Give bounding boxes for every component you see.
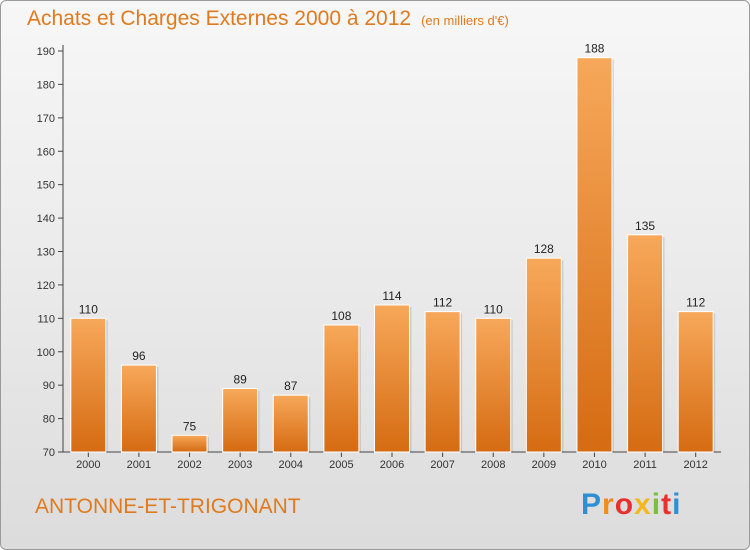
bar: [374, 304, 410, 453]
data-label: 87: [284, 379, 298, 393]
x-tick-label: 2009: [532, 459, 556, 471]
data-label: 112: [686, 296, 705, 310]
x-tick-label: 2002: [177, 459, 201, 471]
y-tick-label: 130: [37, 247, 55, 259]
x-tick-label: 2011: [633, 459, 657, 471]
bar: [475, 317, 512, 453]
data-label: 108: [331, 309, 351, 323]
logo-letter: o: [614, 488, 635, 521]
y-tick-label: 70: [43, 447, 55, 459]
x-tick-label: 2007: [430, 459, 454, 471]
location-name: ANTONNE-ET-TRIGONANT: [35, 495, 301, 518]
logo-letter: t: [661, 488, 673, 521]
bar: [576, 57, 613, 453]
bar: [272, 394, 309, 453]
bar: [120, 364, 157, 453]
bar: [424, 311, 461, 453]
data-label: 96: [132, 349, 146, 363]
y-tick-label: 100: [37, 347, 55, 359]
x-tick-label: 2000: [76, 459, 100, 471]
data-label: 110: [484, 302, 503, 316]
bar: [323, 324, 360, 453]
bars: 110 96 75 89 87 108 114 112 110 128 188 135 112: [70, 42, 716, 453]
x-tick-label: 2003: [228, 459, 252, 471]
data-label: 114: [382, 289, 401, 303]
chart-title: Achats et Charges Externes 2000 à 2012 (e…: [27, 7, 509, 30]
data-label: 112: [433, 296, 452, 310]
x-tick-label: 2005: [329, 459, 353, 471]
data-label: 128: [534, 242, 554, 256]
bar: [525, 257, 562, 453]
y-tick-label: 170: [37, 113, 55, 125]
x-tick-label: 2010: [582, 459, 606, 471]
x-tick-label: 2001: [127, 459, 151, 471]
y-tick-label: 180: [37, 79, 55, 91]
y-tick-label: 120: [37, 280, 55, 292]
x-tick-label: 2004: [279, 459, 303, 471]
x-tick-label: 2008: [481, 459, 505, 471]
y-tick-label: 90: [43, 380, 55, 392]
logo-letter: x: [634, 488, 652, 521]
bar: [171, 434, 208, 453]
data-label: 75: [183, 419, 197, 433]
bar: [627, 234, 664, 453]
x-tick-label: 2012: [683, 459, 707, 471]
data-label: 135: [635, 219, 655, 233]
logo-letter: r: [602, 488, 615, 521]
y-tick-label: 160: [37, 146, 55, 158]
y-tick-label: 80: [43, 414, 55, 426]
data-label: 188: [584, 42, 604, 56]
proxiti-logo: Proxiti: [581, 488, 681, 522]
y-tick-label: 140: [37, 213, 55, 225]
y-tick-label: 110: [37, 313, 55, 325]
logo-letter: i: [651, 488, 662, 521]
logo-letter: P: [581, 488, 603, 521]
bar: [70, 317, 107, 453]
x-tick-label: 2006: [380, 459, 404, 471]
bar: [677, 311, 714, 453]
chart-subtitle: (en milliers d'€): [421, 13, 509, 28]
y-tick-label: 190: [37, 46, 55, 58]
logo-letter: i: [672, 488, 682, 521]
data-label: 89: [233, 373, 247, 387]
y-tick-label: 150: [37, 180, 55, 192]
data-label: 110: [79, 302, 98, 316]
bar: [222, 388, 259, 453]
